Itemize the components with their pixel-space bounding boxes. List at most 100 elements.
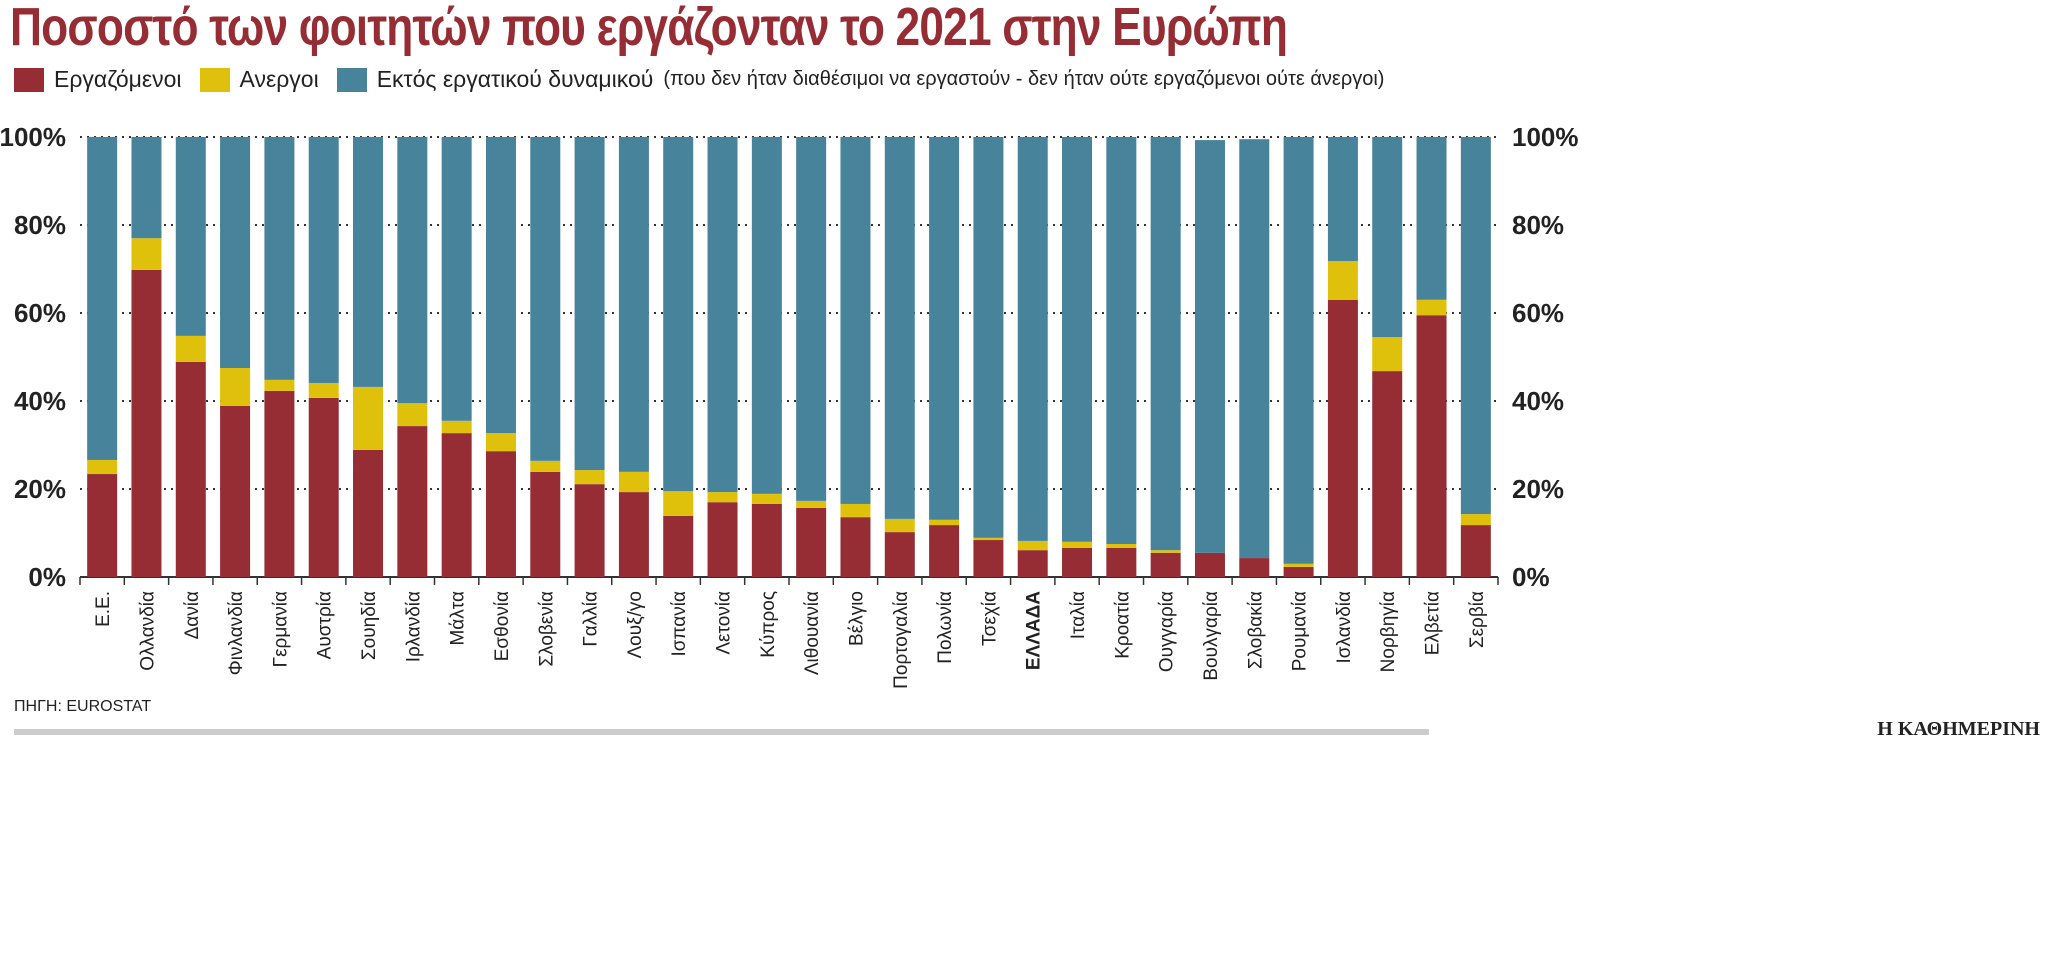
bar-employed [751, 503, 782, 577]
bar-employed [530, 471, 561, 577]
bar-unemployed [1106, 544, 1137, 548]
bar-inactive [1239, 139, 1270, 559]
bar-inactive [220, 137, 251, 368]
bar-unemployed [87, 459, 118, 475]
bar-inactive [574, 137, 605, 471]
bar-employed [707, 502, 738, 577]
brand-logo: Η ΚΑΘΗΜΕΡΙΝΗ [1877, 718, 2040, 740]
bar-employed [131, 269, 162, 577]
x-tick-label: Πολωνία [935, 591, 956, 664]
chart-title: Ποσοστό των φοιτητών που εργάζονταν το 2… [10, 0, 1288, 57]
legend-label-inactive: Εκτός εργατικού δυναμικού [376, 66, 654, 92]
bar-employed [87, 474, 118, 577]
bar-employed [1460, 525, 1491, 577]
y-tick-label-right: 80% [1512, 210, 1564, 240]
bar-employed [1106, 547, 1137, 577]
y-tick-label-right: 40% [1512, 386, 1564, 416]
bar-inactive [1062, 137, 1093, 542]
bar-inactive [530, 137, 561, 461]
y-tick-label-left: 0% [28, 562, 66, 592]
x-tick-label: Ρουμανία [1290, 591, 1311, 671]
bar-employed [1327, 299, 1358, 577]
x-tick-label: Σλοβακία [1245, 591, 1266, 669]
bar-inactive [485, 137, 516, 434]
x-tick-label: Νορβηγία [1378, 591, 1399, 672]
bar-employed [840, 517, 871, 577]
bar-inactive [1460, 137, 1491, 515]
bar-unemployed [663, 491, 694, 516]
bar-inactive [87, 137, 118, 460]
bar-unemployed [707, 492, 738, 503]
bar-employed [485, 451, 516, 577]
bar-employed [618, 492, 649, 577]
bar-employed [973, 540, 1004, 577]
bar-unemployed [131, 238, 162, 270]
y-tick-label-left: 40% [14, 386, 66, 416]
legend-swatch-employed [14, 67, 44, 92]
bar-unemployed [929, 519, 960, 526]
x-tick-label: Ελβετία [1423, 591, 1444, 655]
bar-unemployed [751, 493, 782, 504]
bar-employed [796, 507, 827, 577]
x-tick-label: Βουλγαρία [1201, 591, 1222, 681]
bar-unemployed [220, 368, 251, 406]
bar-unemployed [397, 403, 428, 427]
footer-rule [14, 729, 1429, 735]
x-tick-label: Ολλανδία [137, 591, 158, 671]
bar-inactive [1150, 137, 1181, 551]
bar-employed [1239, 558, 1270, 577]
bar-inactive [1106, 137, 1137, 544]
bar-employed [1372, 371, 1403, 577]
bar-employed [1416, 315, 1447, 577]
bar-inactive [1372, 137, 1403, 338]
x-tick-label: Εσθονία [492, 591, 513, 661]
bar-employed [264, 390, 295, 577]
bar-unemployed [1017, 540, 1048, 551]
bar-inactive [397, 137, 428, 404]
bar-inactive [663, 137, 694, 492]
bar-unemployed [884, 518, 915, 533]
source-note: ΠΗΓΗ: EUROSTAT [14, 698, 152, 715]
x-tick-label: Λετονία [714, 591, 735, 655]
x-tick-label: Ουγγαρία [1157, 591, 1178, 672]
x-tick-label: Ισλανδία [1334, 591, 1355, 663]
bar-employed [574, 484, 605, 577]
legend-swatch-inactive [336, 67, 367, 92]
x-tick-label: Λιθουανία [802, 591, 823, 675]
x-tick-label: Κροατία [1112, 591, 1133, 659]
bar-inactive [796, 137, 827, 501]
bar-unemployed [1372, 337, 1403, 372]
bar-inactive [840, 137, 871, 504]
legend-label-unemployed: Ανεργοι [239, 66, 319, 92]
bar-employed [1283, 566, 1314, 577]
bar-unemployed [530, 460, 561, 472]
bar-employed [663, 515, 694, 577]
bar-unemployed [1416, 299, 1447, 316]
x-tick-label: Ε.Ε. [93, 591, 114, 627]
bar-employed [308, 397, 339, 577]
bar-employed [884, 532, 915, 577]
bar-unemployed [618, 471, 649, 493]
bar-inactive [1416, 137, 1447, 300]
legend: Εργαζόμενοι Ανεργοι Εκτός εργατικού δυνα… [14, 66, 1384, 93]
y-tick-label-left: 20% [14, 474, 66, 504]
bar-inactive [707, 137, 738, 493]
x-tick-label: Γερμανία [270, 591, 291, 667]
x-tick-label: Ιρλανδία [403, 591, 424, 662]
bar-unemployed [175, 335, 206, 362]
x-tick-label: Λουξ/γο [625, 591, 646, 659]
x-tick-label: ΕΛΛΑΔΑ [1024, 591, 1045, 670]
bar-unemployed [840, 503, 871, 518]
bar-unemployed [574, 470, 605, 485]
bar-employed [397, 426, 428, 577]
bar-unemployed [441, 420, 472, 434]
bar-unemployed [1062, 541, 1093, 548]
bar-employed [353, 449, 384, 577]
bar-inactive [1017, 137, 1048, 541]
x-tick-label: Σερβία [1467, 591, 1488, 648]
bar-employed [441, 433, 472, 577]
x-tick-label: Σουηδία [359, 591, 380, 660]
bar-inactive [308, 137, 339, 383]
bar-employed [1194, 552, 1225, 577]
